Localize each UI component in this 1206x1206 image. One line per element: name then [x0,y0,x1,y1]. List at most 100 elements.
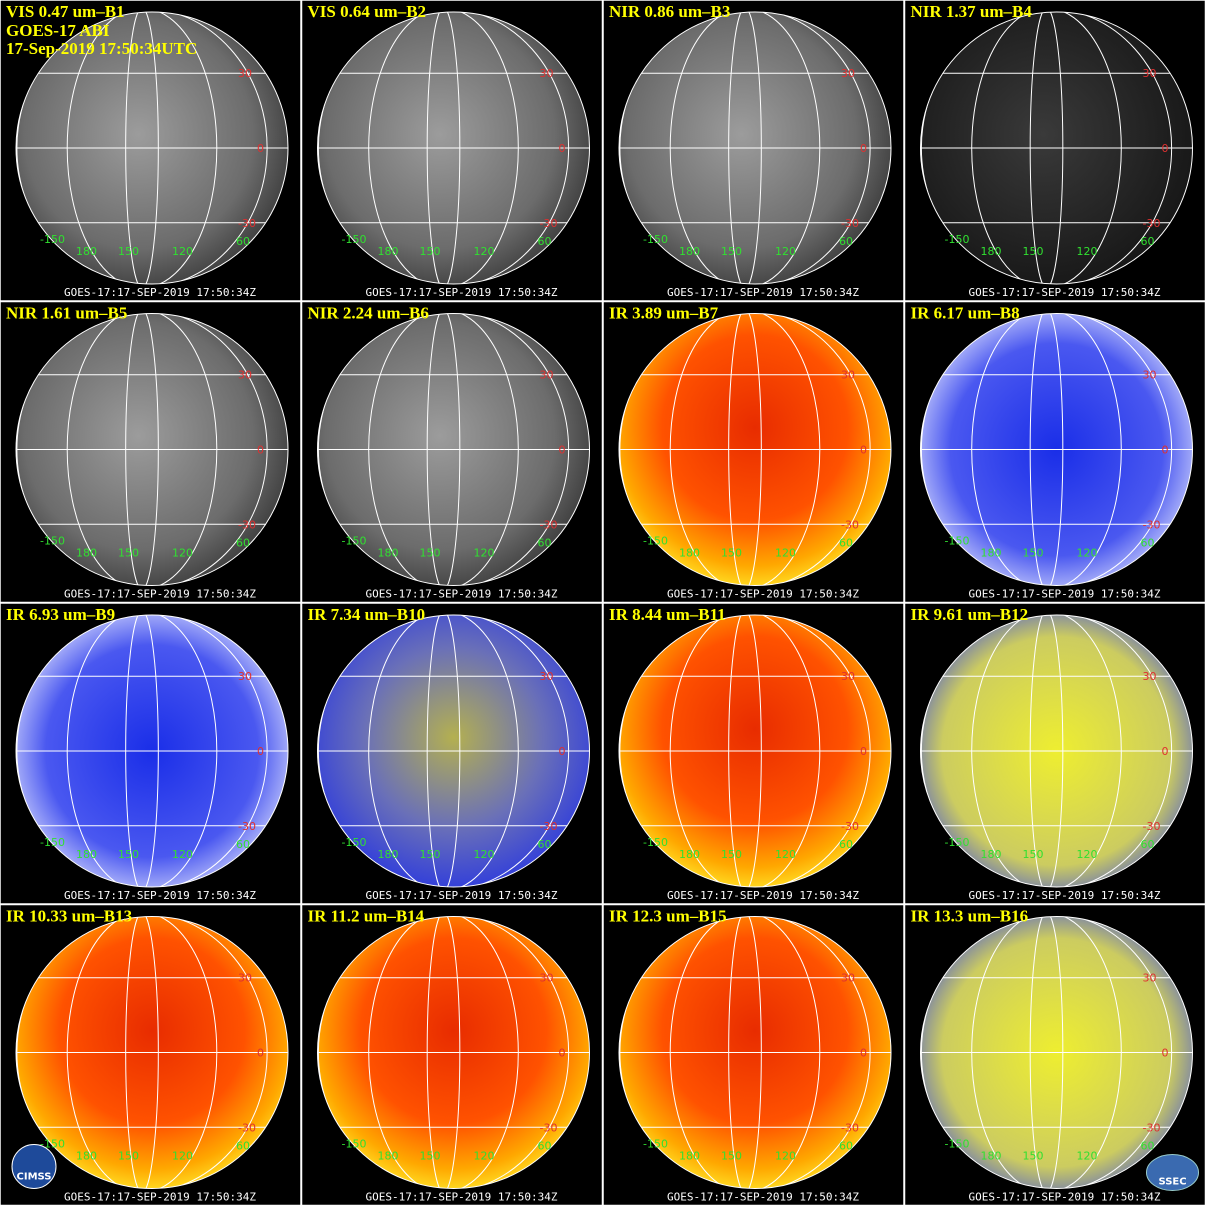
graticule [619,615,891,887]
longitude-label: 60 [1141,838,1155,851]
footer-label: GOES-17:17-SEP-2019 17:50:34Z [365,889,557,902]
globe-edge [317,916,590,1189]
latitude-label: 30 [841,670,855,683]
panel-title: IR 7.34 um–B10 [308,605,426,624]
longitude-line [16,12,268,284]
longitude-label: 150 [118,1150,139,1163]
longitude-line [426,12,461,284]
longitude-label: 60 [236,838,250,851]
longitude-label: 120 [172,1150,193,1163]
longitude-label: -150 [643,1138,668,1151]
panel: IR 6.93 um–B9 30 0 -30 -150 180 150 120 60 GOES-1… [0,602,302,905]
latitude-label: -30 [238,217,256,230]
longitude-label: -150 [342,233,367,246]
latitude-label: 30 [540,67,554,80]
latitude-label: -30 [1143,1121,1161,1134]
longitude-label: 60 [236,235,250,248]
longitude-label: 180 [76,245,97,258]
panel: IR 12.3 um–B15 30 0 -30 -150 180 150 120 60 GOES-… [602,903,905,1206]
footer-label: GOES-17:17-SEP-2019 17:50:34Z [64,1191,256,1204]
globe-edge [618,11,892,285]
latitude-label: 30 [841,369,855,382]
graticule [920,313,1193,586]
panel: VIS 0.64 um–B2 30 0 -30 -150 180 150 120 60 GOES-… [300,0,604,302]
panel-title: IR 12.3 um–B15 [609,907,727,926]
globe-edge [15,313,289,586]
latitude-label: -30 [841,217,859,230]
graticule [619,916,891,1189]
longitude-line [426,916,461,1189]
graticule [619,12,891,284]
longitude-label: 180 [76,547,97,560]
longitude-line [66,615,218,887]
panel: IR 13.3 um–B16 30 0 -30 -150 180 150 120 60 GOES-… [903,903,1206,1206]
latitude-label: -30 [238,820,256,833]
longitude-label: 60 [839,537,853,550]
latitude-label: 30 [238,369,252,382]
longitude-label: 120 [775,1150,796,1163]
longitude-line [368,313,519,586]
longitude-line [728,615,762,887]
longitude-label: 180 [981,848,1002,861]
longitude-line [920,12,1173,284]
longitude-label: 150 [1023,848,1044,861]
longitude-line [619,12,871,284]
globe-edge [618,916,892,1189]
longitude-label: 180 [679,1150,700,1163]
longitude-label: 150 [420,547,441,560]
longitude-label: 120 [1077,547,1098,560]
longitude-label: 60 [538,235,552,248]
logo-label: SSEC [1158,1177,1186,1188]
longitude-label: 150 [1023,245,1044,258]
timestamp-label: 17-Sep-2019 17:50:34UTC [6,39,197,58]
longitude-label: 60 [538,537,552,550]
panel-title: NIR 1.61 um–B5 [6,304,127,323]
footer-label: GOES-17:17-SEP-2019 17:50:34Z [667,889,859,902]
latitude-label: -30 [841,1121,859,1134]
longitude-label: 120 [775,245,796,258]
panel-title: NIR 0.86 um–B3 [609,2,730,21]
latitude-label: 30 [1143,670,1157,683]
latitude-label: -30 [238,518,256,531]
latitude-label: 30 [540,972,554,985]
longitude-line [669,615,821,887]
panel: NIR 0.86 um–B3 30 0 -30 -150 180 150 120 60 GOES-… [602,0,905,302]
longitude-line [971,916,1122,1189]
longitude-line [920,916,1173,1189]
globe-edge [618,614,892,888]
panel-title: IR 6.93 um–B9 [6,605,115,624]
latitude-label: -30 [540,217,558,230]
longitude-line [317,12,570,284]
globe-edge [920,614,1193,888]
latitude-label: -30 [841,518,859,531]
latitude-label: 30 [238,972,252,985]
latitude-label: 0 [860,1047,867,1060]
graticule [317,313,590,586]
longitude-label: -150 [945,535,970,548]
longitude-line [1029,313,1064,586]
longitude-label: 180 [378,547,399,560]
latitude-label: 30 [238,67,252,80]
panel-title: IR 10.33 um–B13 [6,907,132,926]
longitude-line [971,12,1122,284]
graticule [920,12,1193,284]
longitude-label: 150 [721,245,742,258]
longitude-label: -150 [342,535,367,548]
longitude-line [619,615,871,887]
panel-title: VIS 0.47 um–B1 [6,2,125,21]
longitude-label: 120 [474,1150,495,1163]
longitude-line [125,615,159,887]
longitude-label: 120 [1077,245,1098,258]
globe-edge [15,614,289,888]
longitude-label: 180 [378,1150,399,1163]
panel: IR 8.44 um–B11 30 0 -30 -150 180 150 120 60 GOES-… [602,602,905,905]
footer-label: GOES-17:17-SEP-2019 17:50:34Z [968,1191,1160,1204]
footer-label: GOES-17:17-SEP-2019 17:50:34Z [64,286,256,299]
longitude-line [125,313,159,586]
longitude-label: 150 [721,547,742,560]
latitude-label: 0 [559,745,566,758]
latitude-label: 30 [238,670,252,683]
latitude-label: -30 [540,820,558,833]
longitude-label: 120 [775,848,796,861]
